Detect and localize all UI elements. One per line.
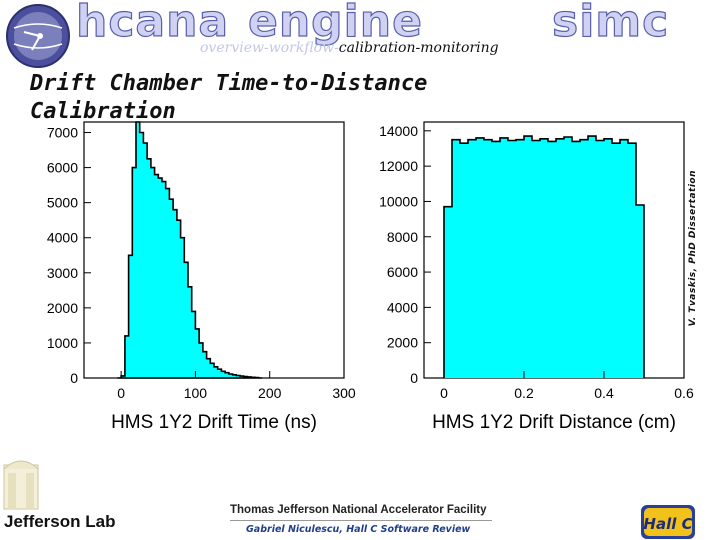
drift-time-y-tick-label: 3000 bbox=[47, 265, 78, 281]
drift-distance-bar bbox=[572, 141, 580, 378]
drift-distance-x-tick-label: 0.6 bbox=[674, 385, 694, 401]
subnav-overview: overview bbox=[200, 40, 264, 56]
drift-time-series-outline bbox=[117, 121, 263, 379]
drift-distance-bar bbox=[596, 140, 604, 378]
subnav-calibration: calibration bbox=[338, 40, 416, 56]
drift-distance-bar bbox=[500, 137, 508, 378]
slide-title: Drift Chamber Time-to-Distance Calibrati… bbox=[30, 71, 428, 124]
drift-time-y-tick-label: 6000 bbox=[47, 160, 78, 176]
drift-distance-bar bbox=[508, 140, 516, 378]
drift-time-y-tick-label: 2000 bbox=[47, 300, 78, 316]
drift-time-y-tick-label: 0 bbox=[70, 370, 78, 386]
drift-distance-bar bbox=[588, 136, 596, 378]
drift-distance-series-outline bbox=[443, 135, 645, 378]
drift-time-histogram: 0 1000 2000 3000 4000 5000 6000 7000 0 100 200 300 H… bbox=[47, 121, 356, 433]
facility-name: Thomas Jefferson National Accelerator Fa… bbox=[230, 504, 487, 516]
drift-distance-bar bbox=[540, 138, 548, 378]
drift-distance-bar bbox=[460, 143, 468, 378]
drift-distance-bar bbox=[628, 143, 636, 378]
drift-time-y-tick-label: 7000 bbox=[47, 125, 78, 141]
hall-c-logo-icon: Hall C bbox=[641, 505, 695, 539]
drift-distance-bar bbox=[524, 136, 532, 378]
drift-distance-bar bbox=[636, 205, 644, 378]
jefferson-lab-logo-text: Jefferson Lab bbox=[4, 512, 116, 531]
drift-time-x-axis-label: HMS 1Y2 Drift Time (ns) bbox=[111, 412, 317, 433]
subnav-separator: - bbox=[415, 40, 421, 56]
drift-time-y-tick-label: 4000 bbox=[47, 230, 78, 246]
drift-distance-bar bbox=[612, 143, 620, 378]
drift-distance-y-tick-label: 2000 bbox=[387, 335, 418, 351]
jefferson-lab-arch-icon bbox=[3, 460, 39, 510]
drift-distance-bar bbox=[620, 139, 628, 378]
drift-distance-bar bbox=[604, 138, 612, 378]
subnav-separator: - bbox=[263, 40, 269, 56]
drift-distance-bar bbox=[452, 139, 460, 378]
presenter-credit: Gabriel Niculescu, Hall C Software Revie… bbox=[246, 524, 471, 535]
header-subnav: overview-workflow-calibration-monitoring bbox=[200, 40, 499, 56]
drift-distance-bar bbox=[564, 137, 572, 378]
drift-distance-y-tick-label: 10000 bbox=[379, 193, 418, 209]
drift-distance-bar bbox=[476, 137, 484, 378]
drift-time-x-tick-label: 0 bbox=[117, 385, 125, 401]
header-word-simc: simc bbox=[551, 0, 670, 47]
drift-distance-y-tick-label: 12000 bbox=[379, 158, 418, 174]
header-word-hcana: hcana bbox=[75, 0, 230, 47]
footer-divider bbox=[230, 520, 492, 521]
drift-distance-y-tick-label: 0 bbox=[410, 370, 418, 386]
header-word-engine: engine bbox=[247, 0, 423, 47]
drift-distance-bar bbox=[492, 141, 500, 378]
drift-time-plot-frame bbox=[83, 121, 345, 379]
charts-area: 0 1000 2000 3000 4000 5000 6000 7000 0 100 200 300 H… bbox=[47, 121, 694, 433]
hcana-logo-icon bbox=[6, 4, 70, 68]
subnav-monitoring: monitoring bbox=[420, 40, 499, 56]
drift-time-y-tick-label: 5000 bbox=[47, 195, 78, 211]
drift-distance-bar bbox=[444, 206, 452, 378]
drift-distance-bar bbox=[532, 140, 540, 378]
drift-distance-y-tick-label: 8000 bbox=[387, 229, 418, 245]
drift-distance-bar bbox=[580, 139, 588, 378]
drift-distance-y-tick-label: 14000 bbox=[379, 123, 418, 139]
drift-distance-x-tick-label: 0.2 bbox=[514, 385, 534, 401]
drift-distance-histogram: 0 2000 4000 6000 8000 10000 12000 14000 0 0.2 0.4 0… bbox=[379, 121, 694, 433]
drift-distance-x-tick-label: 0.4 bbox=[594, 385, 614, 401]
drift-distance-x-axis-label: HMS 1Y2 Drift Distance (cm) bbox=[432, 412, 676, 433]
drift-distance-bar bbox=[548, 141, 556, 378]
drift-time-x-tick-label: 300 bbox=[332, 385, 356, 401]
drift-time-y-tick-label: 1000 bbox=[47, 335, 78, 351]
hall-c-logo-text: Hall C bbox=[643, 515, 692, 533]
subnav-separator: - bbox=[334, 40, 339, 56]
drift-distance-bar bbox=[516, 139, 524, 378]
drift-distance-bar bbox=[556, 138, 564, 378]
drift-distance-x-tick-label: 0 bbox=[440, 385, 448, 401]
drift-time-x-tick-label: 100 bbox=[184, 385, 208, 401]
drift-distance-bar bbox=[484, 139, 492, 378]
drift-time-x-tick-label: 200 bbox=[258, 385, 282, 401]
subnav-workflow: workflow bbox=[268, 40, 335, 56]
drift-time-area-fill bbox=[117, 122, 263, 378]
drift-distance-bar bbox=[468, 139, 476, 378]
drift-distance-y-tick-label: 6000 bbox=[387, 264, 418, 280]
drift-distance-y-tick-label: 4000 bbox=[387, 299, 418, 315]
